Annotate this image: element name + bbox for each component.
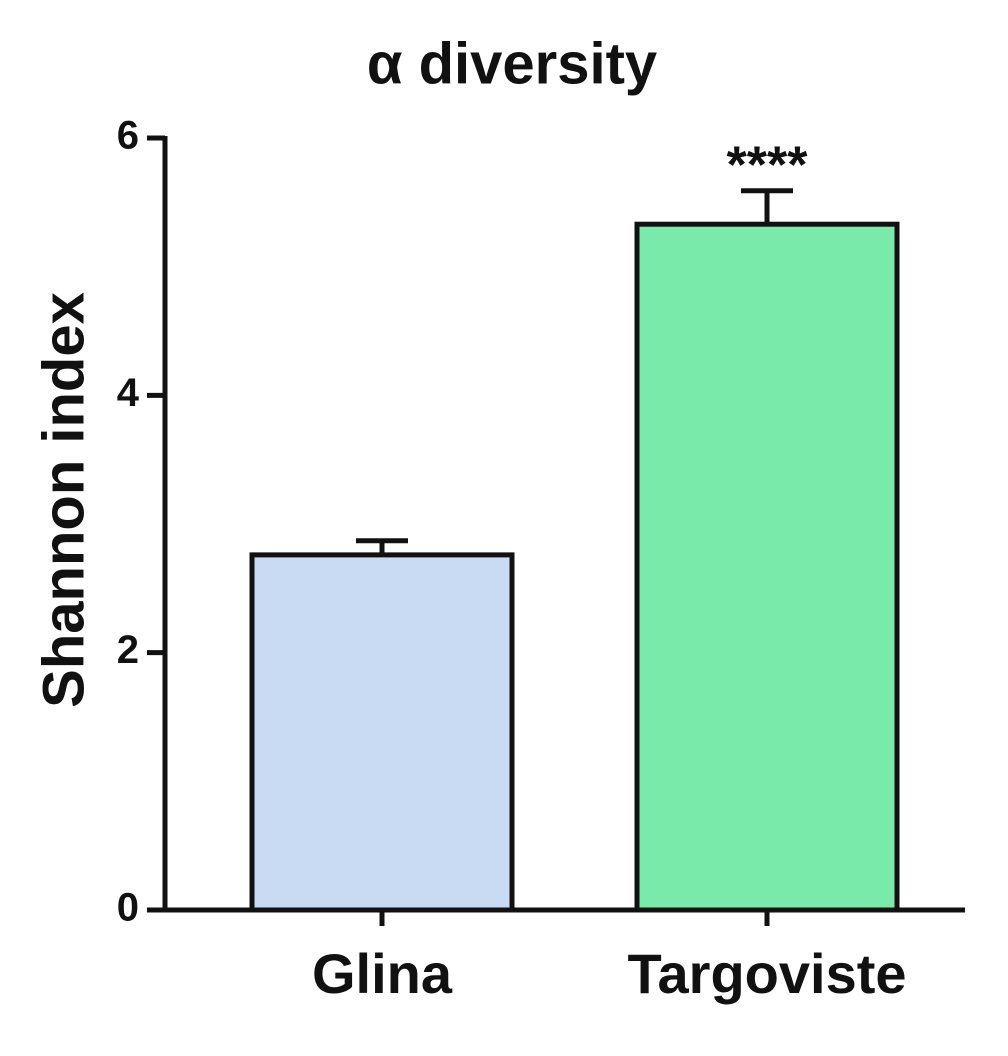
bar xyxy=(634,221,900,913)
significance-label: **** xyxy=(727,136,809,194)
y-tick-label: 6 xyxy=(117,114,139,158)
y-tick-label: 4 xyxy=(117,371,140,415)
x-tick-label: Targoviste xyxy=(627,942,906,1005)
y-tick-label: 2 xyxy=(117,628,139,672)
bar xyxy=(249,552,515,913)
x-tick-label: Glina xyxy=(312,942,453,1005)
y-tick-label: 0 xyxy=(117,886,139,930)
chart-title: α diversity xyxy=(367,31,657,96)
y-axis-label: Shannon index xyxy=(31,292,96,708)
